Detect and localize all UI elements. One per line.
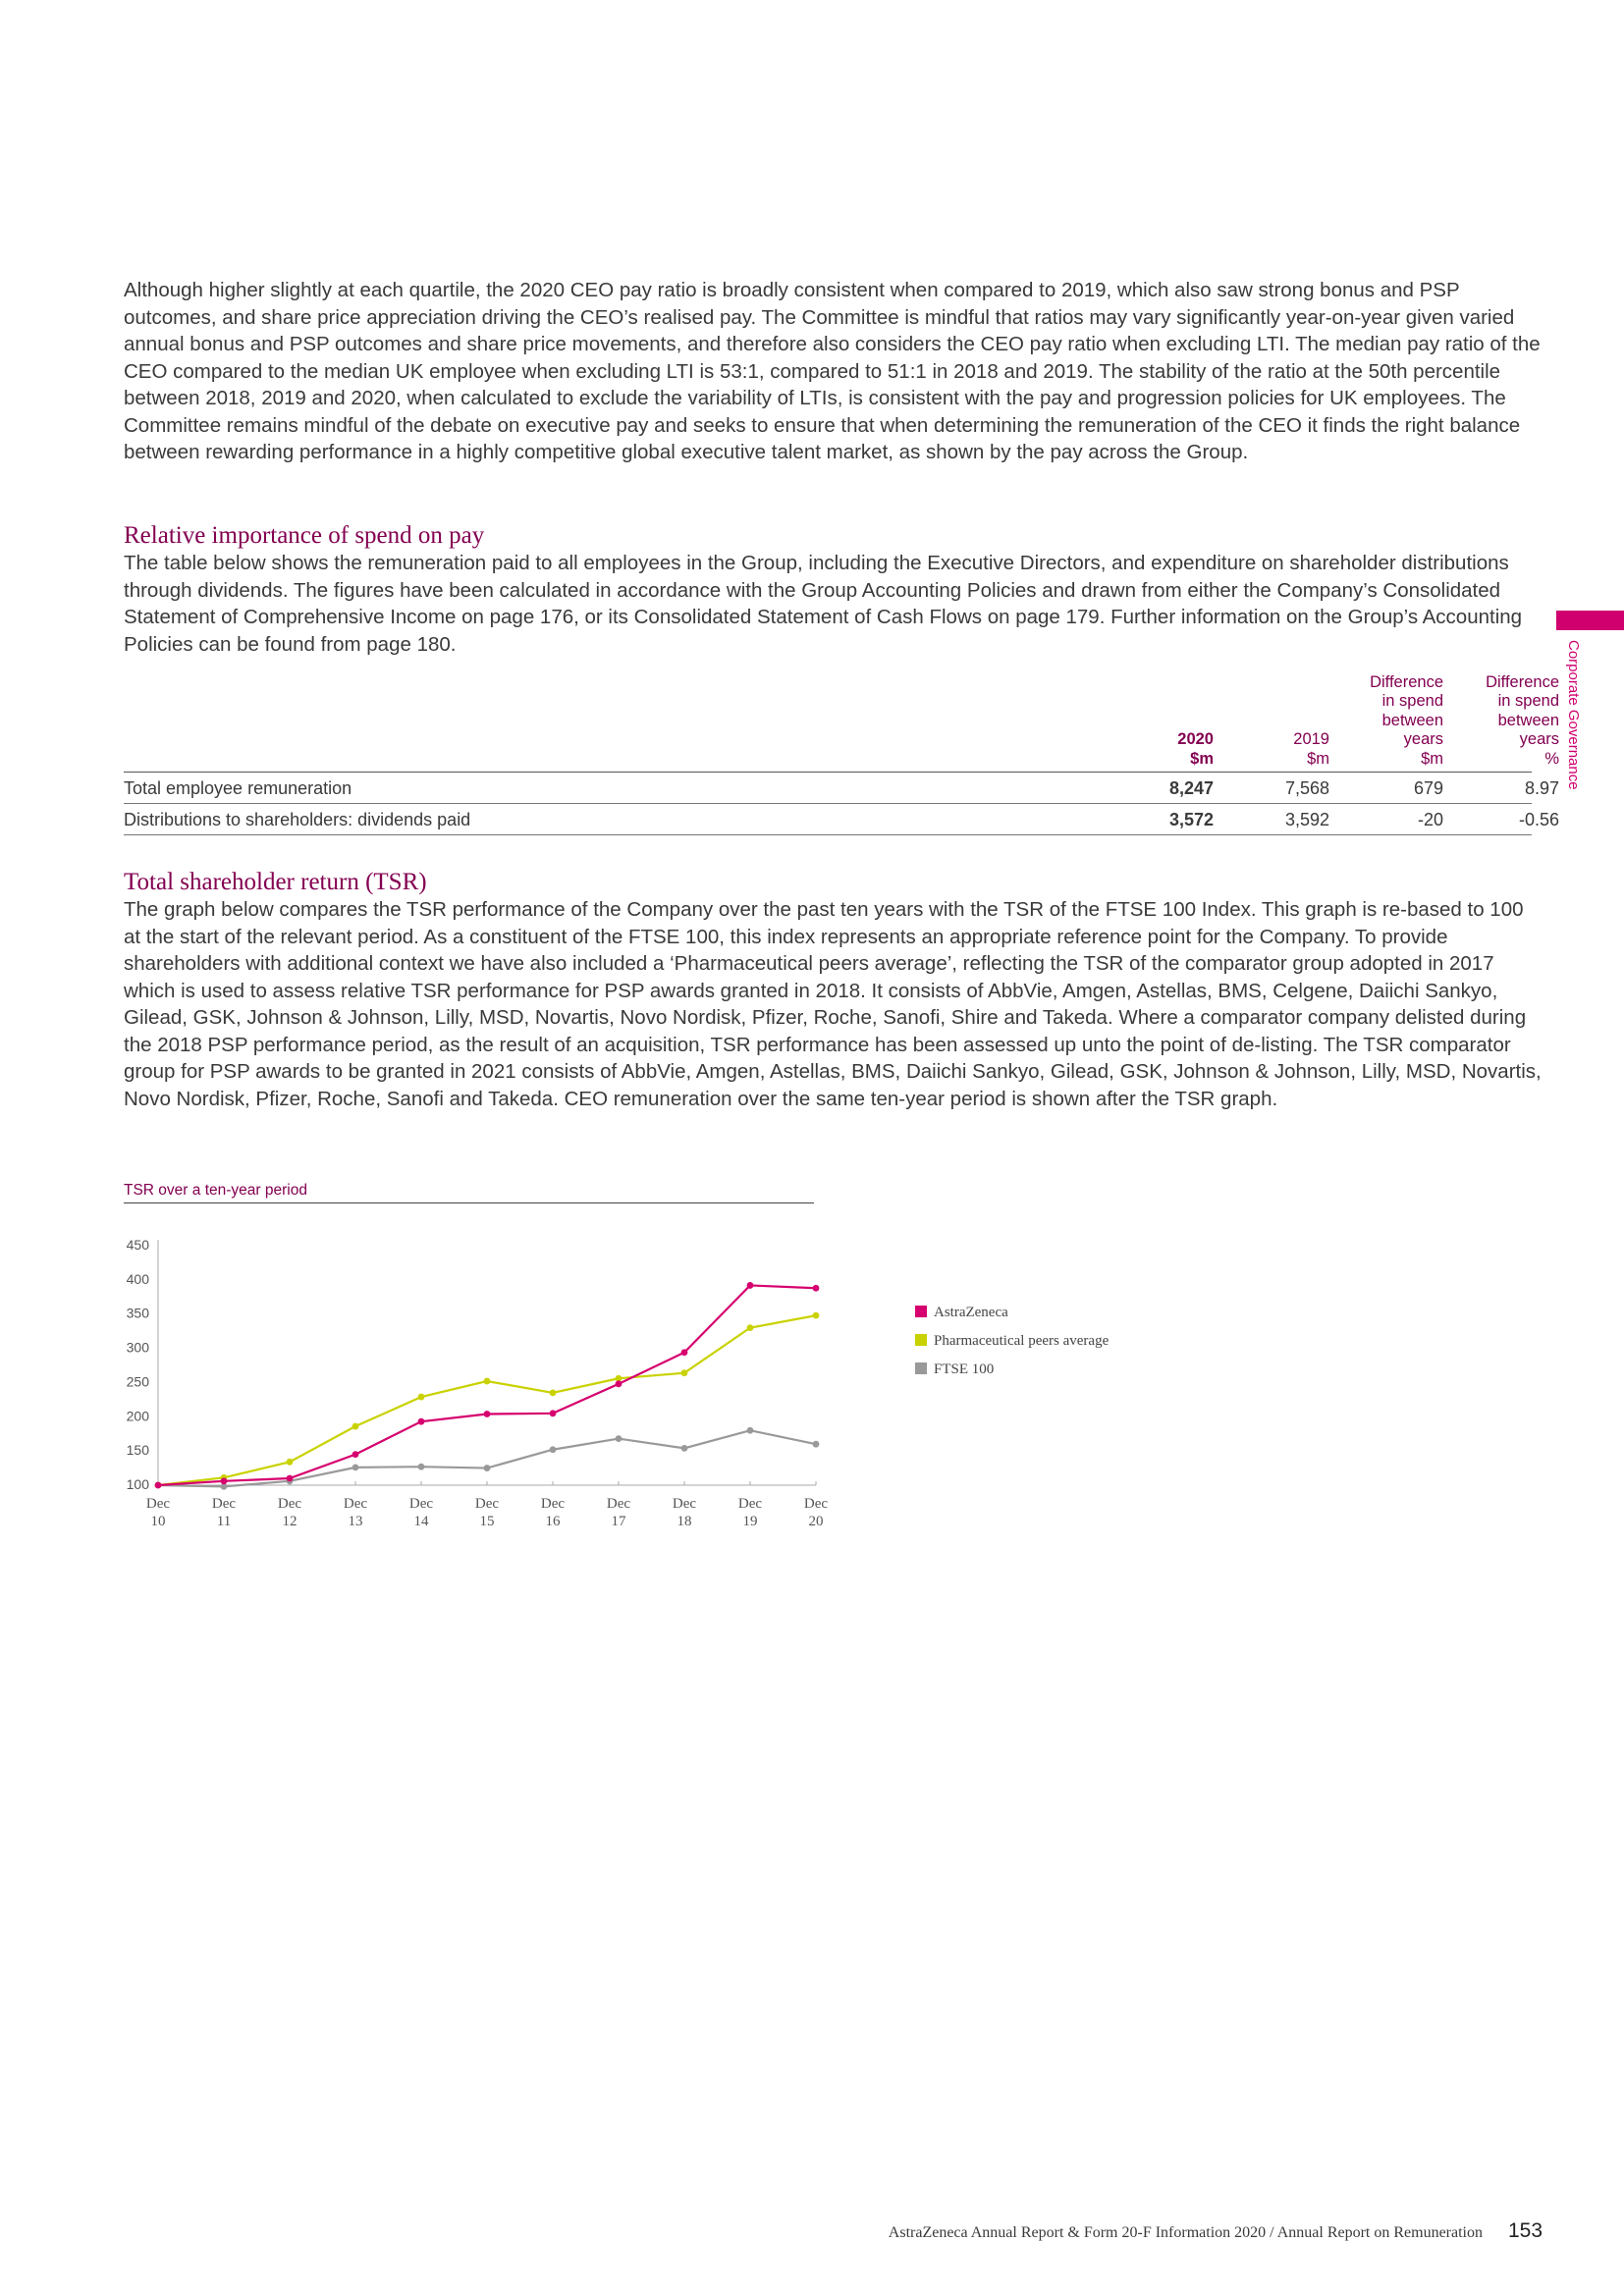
x-tick-label: Dec 14 bbox=[409, 1496, 433, 1529]
data-point bbox=[417, 1393, 425, 1401]
data-point bbox=[483, 1411, 491, 1417]
data-point bbox=[549, 1410, 557, 1417]
data-point bbox=[417, 1417, 425, 1425]
row-label: Distributions to shareholders: dividends… bbox=[124, 810, 471, 829]
data-point bbox=[746, 1426, 754, 1434]
data-point bbox=[352, 1464, 359, 1471]
cell-2020: 8,247 bbox=[1168, 778, 1214, 798]
chart-title: TSR over a ten-year period bbox=[124, 1182, 814, 1203]
legend-label: AstraZeneca bbox=[934, 1305, 1008, 1320]
data-point bbox=[352, 1451, 359, 1459]
tsr-line-chart: 100 150 200 250 300 350 400 450 Dec 10 Dec 11 Dec 12 D… bbox=[127, 1237, 1110, 1529]
legend-label: Pharmaceutical peers average bbox=[934, 1333, 1110, 1349]
legend-swatch bbox=[915, 1334, 927, 1346]
data-point bbox=[483, 1465, 491, 1471]
data-point bbox=[615, 1374, 623, 1382]
table-row: Total employee remuneration 8,247 7,568 … bbox=[124, 773, 1559, 804]
spend-table: 2020 $m 2019 $m Difference in spend between y… bbox=[124, 672, 1559, 835]
tsr-paragraph: The graph below compares the TSR perform… bbox=[124, 898, 1542, 1110]
col-header-2020: 2020 $m bbox=[1177, 730, 1214, 768]
data-point bbox=[812, 1284, 820, 1292]
x-tick-label: Dec 18 bbox=[673, 1496, 696, 1529]
series-line bbox=[157, 1429, 817, 1488]
y-tick-label: 150 bbox=[127, 1442, 150, 1458]
y-tick-label: 200 bbox=[127, 1408, 150, 1423]
x-tick-label: Dec 13 bbox=[344, 1496, 367, 1529]
series-line bbox=[157, 1314, 817, 1487]
x-tick-label: Dec 12 bbox=[278, 1496, 301, 1529]
y-tick-label: 450 bbox=[127, 1237, 150, 1253]
x-tick-label: Dec 15 bbox=[475, 1496, 499, 1529]
x-tick-label: Dec 17 bbox=[607, 1496, 630, 1529]
cell-diff: -20 bbox=[1417, 810, 1443, 829]
col-header-2019: 2019 $m bbox=[1293, 730, 1329, 768]
y-tick-label: 350 bbox=[127, 1306, 150, 1321]
data-point bbox=[483, 1377, 491, 1385]
data-point bbox=[680, 1349, 688, 1357]
data-point bbox=[615, 1380, 623, 1388]
y-tick-label: 400 bbox=[127, 1271, 150, 1287]
cell-2019: 7,568 bbox=[1284, 778, 1329, 798]
x-tick-label: Dec 10 bbox=[146, 1496, 170, 1529]
legend-swatch bbox=[915, 1306, 927, 1317]
data-point bbox=[746, 1324, 754, 1332]
cell-2019: 3,592 bbox=[1284, 810, 1329, 829]
data-point bbox=[746, 1282, 754, 1289]
series-line bbox=[157, 1284, 817, 1487]
row-label: Total employee remuneration bbox=[124, 778, 352, 798]
data-point bbox=[549, 1389, 557, 1397]
data-point bbox=[549, 1446, 557, 1454]
data-point bbox=[286, 1474, 294, 1482]
y-tick-label: 250 bbox=[127, 1373, 150, 1389]
col-header-diff-m: Difference in spend between years $m bbox=[1370, 672, 1443, 768]
data-point bbox=[680, 1369, 688, 1377]
x-tick-label: Dec 11 bbox=[212, 1496, 236, 1529]
page-number: 153 bbox=[1508, 2219, 1543, 2242]
x-tick-label: Dec 20 bbox=[804, 1496, 828, 1529]
cell-pct: 8.97 bbox=[1524, 778, 1559, 798]
x-tick-label: Dec 19 bbox=[738, 1496, 762, 1529]
col-header-diff-pct: Difference in spend between years% bbox=[1486, 672, 1559, 768]
footer-text: AstraZeneca Annual Report & Form 20-F In… bbox=[888, 2224, 1483, 2241]
data-point bbox=[615, 1435, 623, 1442]
y-tick-label: 300 bbox=[127, 1340, 150, 1356]
table-header: 2020 $m 2019 $m Difference in spend between y… bbox=[124, 672, 1559, 773]
spend-paragraph: The table below shows the remuneration p… bbox=[124, 552, 1523, 656]
legend-swatch bbox=[915, 1362, 927, 1374]
data-point bbox=[680, 1444, 688, 1452]
cell-2020: 3,572 bbox=[1168, 810, 1214, 829]
cell-diff: 679 bbox=[1413, 778, 1443, 798]
legend-label: FTSE 100 bbox=[934, 1362, 994, 1377]
data-point bbox=[220, 1482, 228, 1490]
tsr-heading: Total shareholder return (TSR) bbox=[124, 869, 427, 895]
data-point bbox=[812, 1311, 820, 1319]
intro-paragraph: Although higher slightly at each quartil… bbox=[124, 279, 1541, 463]
spend-heading: Relative importance of spend on pay bbox=[124, 522, 485, 549]
data-point bbox=[812, 1440, 820, 1448]
section-side-label: Corporate Governance bbox=[1565, 640, 1582, 790]
data-point bbox=[154, 1481, 162, 1489]
data-point bbox=[417, 1463, 425, 1470]
cell-pct: -0.56 bbox=[1518, 810, 1559, 829]
x-tick-label: Dec 16 bbox=[541, 1496, 565, 1529]
data-point bbox=[286, 1458, 294, 1466]
data-point bbox=[220, 1477, 228, 1485]
section-tab-marker bbox=[1556, 611, 1624, 630]
table-row: Distributions to shareholders: dividends… bbox=[124, 804, 1559, 835]
data-point bbox=[352, 1422, 359, 1430]
y-tick-label: 100 bbox=[127, 1476, 150, 1492]
